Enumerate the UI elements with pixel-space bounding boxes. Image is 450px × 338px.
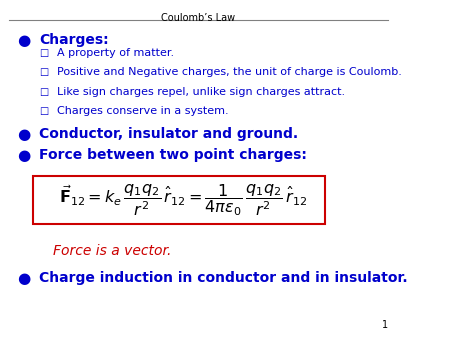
Text: $\vec{\mathbf{F}}_{12} = k_e\,\dfrac{q_1 q_2}{r^2}\,\hat{r}_{12} = \dfrac{1}{4\p: $\vec{\mathbf{F}}_{12} = k_e\,\dfrac{q_1… (58, 182, 307, 218)
Text: Force between two point charges:: Force between two point charges: (39, 148, 307, 162)
Text: Charges:: Charges: (39, 33, 108, 47)
FancyBboxPatch shape (33, 176, 324, 224)
Text: □: □ (39, 67, 48, 77)
Text: 1: 1 (382, 320, 388, 330)
Text: □: □ (39, 48, 48, 58)
Text: ●: ● (17, 271, 31, 286)
Text: Charges conserve in a system.: Charges conserve in a system. (57, 106, 228, 116)
Text: Coulomb’s Law: Coulomb’s Law (162, 13, 235, 23)
Text: ●: ● (17, 127, 31, 142)
Text: A property of matter.: A property of matter. (57, 48, 174, 58)
Text: □: □ (39, 87, 48, 97)
Text: Charge induction in conductor and in insulator.: Charge induction in conductor and in ins… (39, 271, 407, 285)
Text: □: □ (39, 106, 48, 116)
Text: ●: ● (17, 148, 31, 163)
Text: Conductor, insulator and ground.: Conductor, insulator and ground. (39, 127, 298, 141)
Text: Positive and Negative charges, the unit of charge is Coulomb.: Positive and Negative charges, the unit … (57, 67, 401, 77)
Text: Like sign charges repel, unlike sign charges attract.: Like sign charges repel, unlike sign cha… (57, 87, 345, 97)
Text: ●: ● (17, 33, 31, 48)
Text: Force is a vector.: Force is a vector. (53, 244, 171, 259)
